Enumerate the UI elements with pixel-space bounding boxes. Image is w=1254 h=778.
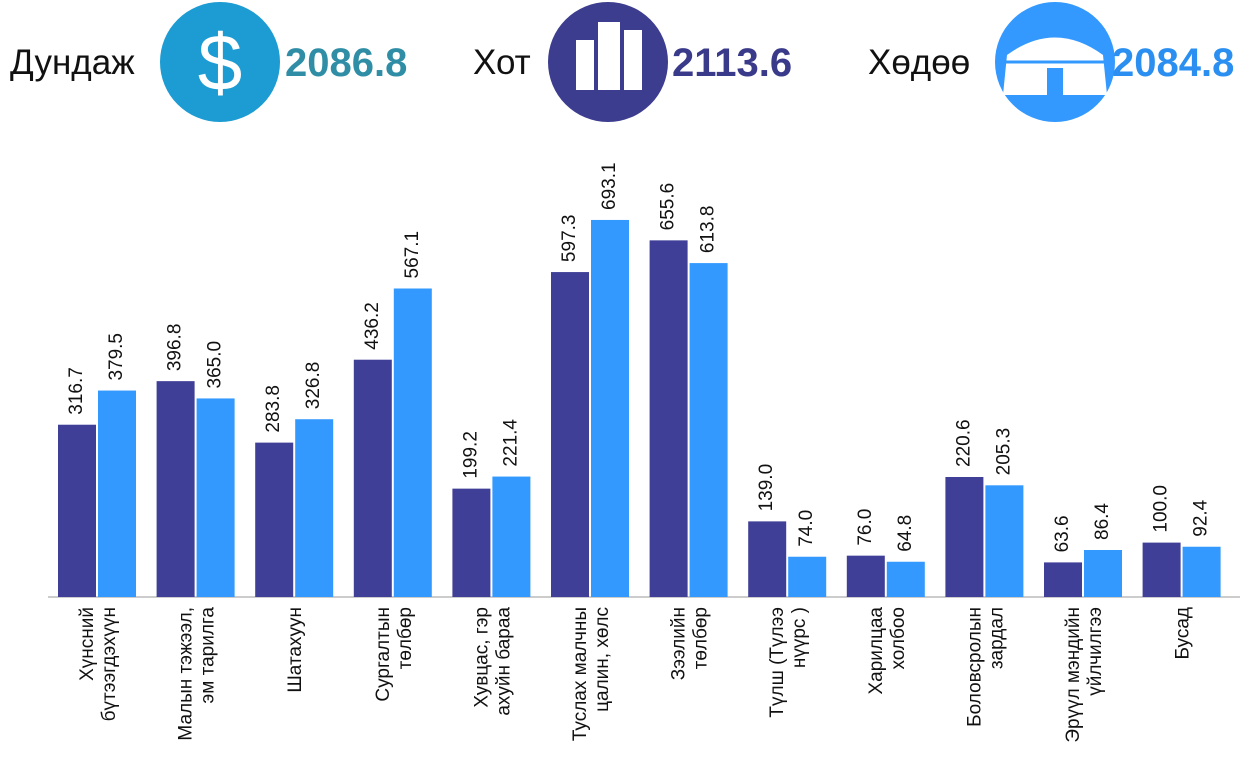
value-label: 396.8 <box>165 324 186 372</box>
bar <box>1044 562 1082 597</box>
bar <box>492 476 531 597</box>
bar <box>98 390 136 597</box>
bar <box>452 488 491 597</box>
building-icon <box>598 22 620 90</box>
bar <box>1142 542 1181 597</box>
x-tick-label: Хувцас, гэрахуйн бараа <box>471 607 514 716</box>
bar <box>295 419 334 597</box>
x-tick-label: Хүнснийбүтээгдэхүүн <box>77 607 120 721</box>
value-label: 655.6 <box>658 183 679 231</box>
value-label: 316.7 <box>66 367 87 415</box>
dollar-icon: $ <box>198 18 243 107</box>
value-label: 436.2 <box>362 302 383 350</box>
building-icon <box>624 30 642 90</box>
bar <box>255 442 294 597</box>
value-label: 613.8 <box>698 206 719 254</box>
bar <box>1182 546 1221 597</box>
value-label: 326.8 <box>303 362 324 410</box>
x-tick-label: Зээлийнтөлбөр <box>669 607 712 680</box>
bar <box>886 561 925 597</box>
yurt-door <box>1047 68 1063 95</box>
x-tick-label: Харилцаахолбоо <box>866 607 909 695</box>
value-label: 220.6 <box>953 419 974 467</box>
value-label: 199.2 <box>460 431 481 479</box>
bar <box>1084 549 1122 597</box>
x-tick-label: Сургалтынтөлбөр <box>373 607 416 702</box>
value-label: 100.0 <box>1151 485 1172 533</box>
bar <box>846 555 885 597</box>
bar <box>945 476 984 597</box>
x-tick-label: Бусад <box>1173 607 1194 660</box>
stat-label: Дундаж <box>10 43 135 82</box>
x-tick-label: Эрүүл мэндийнүйлчилгээ <box>1063 607 1106 743</box>
value-label: 693.1 <box>599 162 620 210</box>
value-label: 205.3 <box>993 428 1014 476</box>
x-tick-label: Боловсролынзардал <box>964 607 1007 727</box>
stat-icon-circle <box>160 2 280 122</box>
bar <box>393 288 432 597</box>
bar <box>689 263 728 597</box>
x-tick-label: Туслах малчныцалин, хөлс <box>570 607 613 741</box>
stat-value: 2084.8 <box>1112 41 1234 85</box>
yurt-icon <box>1003 37 1107 95</box>
x-tick-label: Түлш (Түлээнүүрс ) <box>767 607 810 718</box>
value-label: 92.4 <box>1191 499 1212 536</box>
stat-value: 2113.6 <box>672 41 792 85</box>
stat-value: 2086.8 <box>285 41 407 85</box>
value-label: 74.0 <box>796 510 817 547</box>
value-label: 139.0 <box>756 464 777 512</box>
value-label: 597.3 <box>559 215 580 263</box>
bar <box>591 219 629 597</box>
value-label: 379.5 <box>106 333 127 381</box>
value-label: 567.1 <box>402 231 423 279</box>
bar <box>196 398 235 597</box>
bar <box>788 556 827 597</box>
x-tick-label: Малын тэжээл,эм тарилга <box>176 607 219 741</box>
building-icon <box>576 40 594 90</box>
value-label: 283.8 <box>263 385 284 433</box>
stat-label: Хөдөө <box>868 43 970 82</box>
value-label: 76.0 <box>855 509 876 546</box>
value-label: 63.6 <box>1052 515 1073 552</box>
value-label: 221.4 <box>500 419 521 467</box>
stat-label: Хот <box>473 43 531 82</box>
bar <box>649 240 688 597</box>
bar <box>551 272 589 597</box>
bar <box>985 485 1024 597</box>
value-label: 64.8 <box>895 515 916 552</box>
value-label: 365.0 <box>205 341 226 389</box>
bar <box>156 381 195 597</box>
x-tick-label: Шатахуун <box>285 607 306 693</box>
value-label: 86.4 <box>1092 503 1113 540</box>
bar <box>748 521 787 597</box>
bar <box>58 424 96 597</box>
bar <box>353 359 392 597</box>
